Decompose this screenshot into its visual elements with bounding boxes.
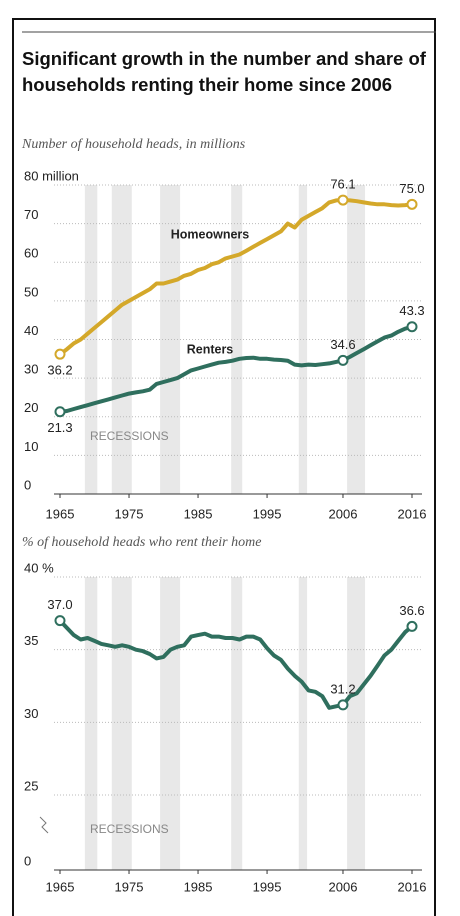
series-line (58, 619, 414, 710)
y-tick-label: 40 % (24, 560, 54, 575)
y-tick-label: 0 (24, 477, 31, 492)
recession-band (111, 577, 132, 870)
series-label: Renters (187, 342, 234, 356)
y-tick-label: 30 (24, 362, 38, 377)
x-tick-label: 1975 (115, 879, 144, 894)
value-label: 43.3 (399, 303, 424, 318)
series-label: Homeowners (171, 227, 250, 241)
y-tick-label: 50 (24, 284, 38, 299)
x-tick-label: 1965 (46, 506, 75, 521)
recession-band (231, 577, 243, 870)
point-marker (337, 699, 349, 711)
x-tick-label: 2016 (398, 879, 427, 894)
y-tick-label: 30 (24, 706, 38, 721)
point-marker (406, 620, 418, 632)
series-line (58, 198, 413, 356)
recession-band (298, 185, 308, 494)
point-marker (337, 194, 349, 206)
recession-band (347, 577, 366, 870)
point-marker (54, 348, 66, 360)
x-tick-label: 1995 (253, 879, 282, 894)
value-label: 31.2 (330, 681, 355, 696)
value-label: 36.6 (399, 603, 424, 618)
frame (12, 18, 436, 916)
value-label: 76.1 (330, 177, 355, 192)
x-tick-label: 1995 (253, 506, 282, 521)
recession-band (84, 577, 98, 870)
y-tick-label: 60 (24, 246, 38, 261)
recession-band (84, 185, 98, 494)
y-tick-label: 40 (24, 323, 38, 338)
value-label: 34.6 (330, 337, 355, 352)
point-marker (337, 354, 349, 366)
axis-break (39, 816, 49, 834)
x-tick-label: 1965 (46, 879, 75, 894)
value-label: 21.3 (47, 420, 72, 435)
value-label: 36.2 (47, 363, 72, 378)
y-tick-label: 0 (24, 853, 31, 868)
x-tick-label: 1975 (115, 506, 144, 521)
point-marker (54, 615, 66, 627)
y-tick-label: 80 million (24, 168, 79, 183)
recession-band (160, 577, 181, 870)
chart-title: Significant growth in the number and sha… (22, 48, 426, 95)
y-tick-label: 35 (24, 633, 38, 648)
point-marker (54, 406, 66, 418)
x-tick-label: 2016 (398, 506, 427, 521)
y-tick-label: 70 (24, 207, 38, 222)
x-tick-label: 1985 (184, 506, 213, 521)
y-tick-label: 25 (24, 778, 38, 793)
y-tick-label: 20 (24, 400, 38, 415)
recession-band (231, 185, 243, 494)
subtitle: % of household heads who rent their home (22, 535, 261, 550)
value-label: 37.0 (47, 597, 72, 612)
subtitle: Number of household heads, in millions (21, 137, 246, 152)
x-tick-label: 2006 (329, 506, 358, 521)
recession-band (298, 577, 308, 870)
recessions-label: RECESSIONS (90, 429, 169, 443)
x-tick-label: 2006 (329, 879, 358, 894)
value-label: 75.0 (399, 181, 424, 196)
series-line (59, 324, 413, 414)
recessions-label: RECESSIONS (90, 822, 169, 836)
x-tick-label: 1985 (184, 879, 213, 894)
point-marker (406, 321, 418, 333)
y-tick-label: 10 (24, 439, 38, 454)
point-marker (406, 198, 418, 210)
